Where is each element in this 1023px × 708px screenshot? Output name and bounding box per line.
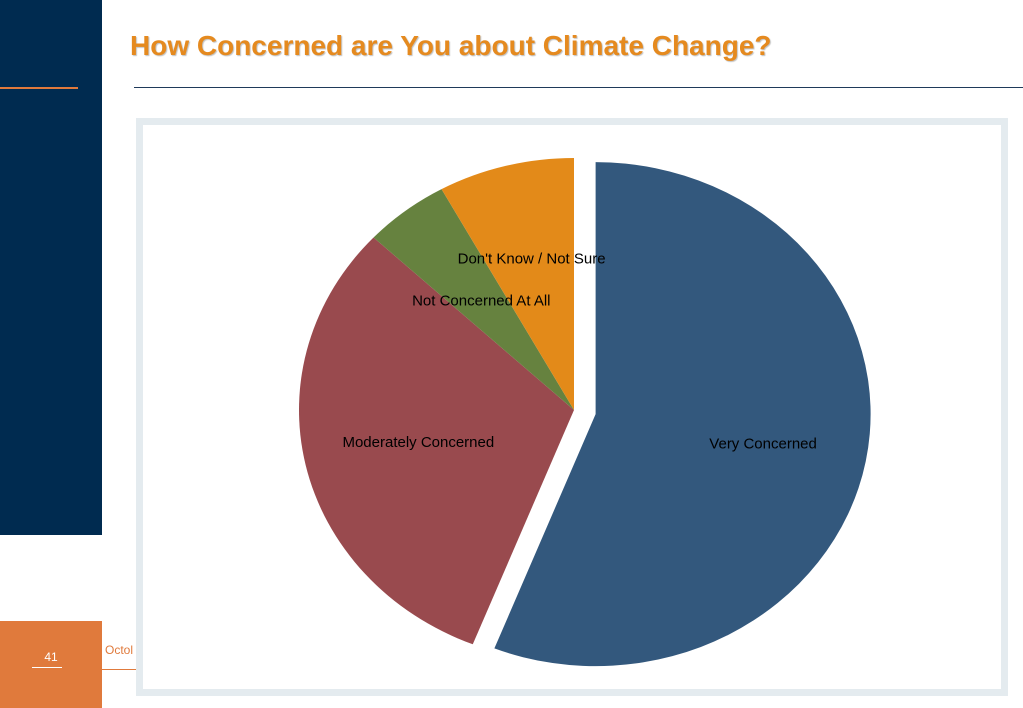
title-divider [134, 87, 1023, 88]
page-number-underline [32, 667, 62, 668]
pie-labels: Very Concerned Moderately Concerned Not Co… [342, 251, 816, 453]
footer-accent-block [0, 621, 102, 708]
pie-slice-not-concerned-at-all [373, 189, 574, 410]
pie-label-moderately-concerned: Moderately Concerned [342, 434, 494, 451]
page-number: 41 [44, 650, 58, 664]
page-title: How Concerned are You about Climate Chan… [130, 30, 772, 61]
footer-date: Octol [105, 643, 134, 657]
sidebar-accent-line [0, 87, 78, 89]
pie-label-very-concerned: Very Concerned [709, 435, 817, 452]
pie-label-don-t-know-not-sure: Don't Know / Not Sure [458, 251, 606, 268]
pie-slice-moderately-concerned [299, 237, 574, 645]
pie-slice-very-concerned [494, 162, 871, 667]
footer-line [102, 669, 142, 670]
pie-slice-don-t-know-not-sure [441, 158, 574, 410]
sidebar-panel [0, 0, 102, 535]
pie-label-not-concerned-at-all: Not Concerned At All [412, 292, 550, 309]
pie-slices [299, 158, 871, 667]
